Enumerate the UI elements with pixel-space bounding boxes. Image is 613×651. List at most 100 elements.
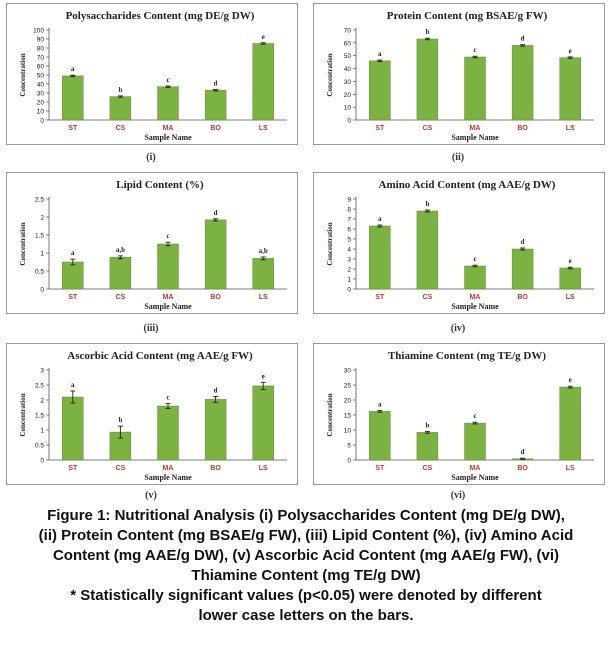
x-tick-label: CS <box>116 125 126 132</box>
caption-line-1: Figure 1: Nutritional Analysis (i) Polys… <box>47 507 565 524</box>
x-tick-label: BO <box>517 294 528 301</box>
chart-title: Ascorbic Acid Content (mg AAE/g FW) <box>67 350 253 362</box>
y-tick-label: 0 <box>40 118 44 125</box>
bar-bo <box>511 45 534 121</box>
bar-ma <box>464 56 486 121</box>
bar-bo <box>204 399 227 461</box>
y-tick-label: 2 <box>40 215 44 222</box>
chart-title: Polysaccharides Content (mg DE/g DW) <box>66 10 255 22</box>
significance-letter: b <box>425 28 429 36</box>
bar-st <box>369 60 391 121</box>
bar-ma <box>464 265 486 290</box>
y-tick-label: 1 <box>40 251 44 258</box>
y-tick-label: 60 <box>344 40 352 47</box>
chart-panel-amino-acid: Amino Acid Content (mg AAE/g DW) 0 1 2 3 4 5 6 7… <box>313 172 605 314</box>
y-tick-label: 30 <box>37 91 45 98</box>
y-tick-label: 10 <box>344 105 352 112</box>
y-tick-label: 40 <box>37 82 45 89</box>
y-tick-label: 20 <box>344 92 352 99</box>
y-tick-label: 0 <box>347 287 351 294</box>
y-axis-label: Concentration <box>326 53 334 96</box>
bar-cs <box>109 257 132 290</box>
significance-letter: a <box>378 215 382 223</box>
bar-cs <box>416 432 439 461</box>
y-tick-label: 0.5 <box>35 269 44 276</box>
bar-st <box>369 411 391 461</box>
y-tick-label: 5 <box>347 237 351 244</box>
chart-title: Lipid Content (%) <box>116 179 204 191</box>
caption-line-4: Thiamine Content (mg TE/g DW) <box>191 567 421 584</box>
x-tick-label: BO <box>210 465 221 472</box>
x-tick-label: ST <box>68 465 78 472</box>
significance-letter: b <box>118 416 122 424</box>
chart-svg: Protein Content (mg BSAE/g FW) 0 10 20 30 40 5… <box>326 10 594 142</box>
y-tick-label: 0.5 <box>35 443 44 450</box>
significance-letter: c <box>473 255 476 263</box>
y-tick-label: 4 <box>347 247 351 254</box>
x-tick-label: ST <box>375 294 385 301</box>
significance-letter: a <box>71 381 75 389</box>
x-tick-label: CS <box>116 294 126 301</box>
bar-bo <box>204 90 227 121</box>
y-tick-label: 5 <box>347 443 351 450</box>
bar-bo <box>511 248 534 290</box>
significance-letter: c <box>166 76 169 84</box>
chart-panel-thiamine: Thiamine Content (mg TE/g DW) 0 5 10 15 20 25 3… <box>313 343 605 485</box>
bar-ls <box>559 267 581 290</box>
significance-letter: d <box>521 35 525 43</box>
significance-letter: b <box>425 200 429 208</box>
y-tick-label: 0 <box>347 118 351 125</box>
y-tick-label: 50 <box>344 53 352 60</box>
caption-line-5: * Statistically significant values (p<0.… <box>70 587 542 604</box>
x-tick-label: LS <box>259 294 268 301</box>
bar-cs <box>416 210 439 290</box>
x-tick-label: MA <box>163 465 174 472</box>
caption-line-6: lower case letters on the bars. <box>198 607 414 624</box>
x-tick-label: MA <box>470 465 481 472</box>
y-tick-label: 60 <box>37 64 45 71</box>
caption-line-2: (ii) Protein Content (mg BSAE/g FW), (ii… <box>38 527 574 544</box>
chart-svg: Ascorbic Acid Content (mg AAE/g FW) 0 0.5 1… <box>19 350 287 482</box>
x-tick-label: ST <box>68 294 78 301</box>
y-tick-label: 2 <box>347 267 351 274</box>
y-tick-label: 1.5 <box>35 413 44 420</box>
y-tick-label: 20 <box>37 100 45 107</box>
y-axis-label: Concentration <box>19 222 27 265</box>
x-tick-label: BO <box>517 465 528 472</box>
significance-letter: c <box>473 412 476 420</box>
bar-cs <box>109 96 132 121</box>
y-tick-label: 70 <box>344 28 352 35</box>
chart-svg: Thiamine Content (mg TE/g DW) 0 5 10 15 20 25 3… <box>326 350 594 482</box>
y-axis-label: Concentration <box>326 222 334 265</box>
y-tick-label: 2 <box>40 398 44 405</box>
y-tick-label: 6 <box>347 227 351 234</box>
x-axis-label: Sample Name <box>144 133 192 142</box>
significance-letter: a <box>71 249 75 257</box>
x-tick-label: CS <box>423 465 433 472</box>
y-tick-label: 3 <box>347 257 351 264</box>
significance-letter: e <box>569 47 572 55</box>
y-tick-label: 2.5 <box>35 383 44 390</box>
y-tick-label: 1 <box>347 277 351 284</box>
y-tick-label: 0 <box>40 287 44 294</box>
x-tick-label: CS <box>423 125 433 132</box>
x-tick-label: BO <box>517 125 528 132</box>
bar-ls <box>252 258 274 290</box>
panel-label-iv: (iv) <box>450 323 466 334</box>
significance-letter: b <box>118 86 122 94</box>
chart-panel-protein: Protein Content (mg BSAE/g FW) 0 10 20 30 40 5… <box>313 3 605 145</box>
figure-caption: Figure 1: Nutritional Analysis (i) Polys… <box>6 506 606 626</box>
chart-title: Thiamine Content (mg TE/g DW) <box>388 350 546 362</box>
bar-ls <box>252 385 274 461</box>
bar-st <box>62 396 84 461</box>
y-tick-label: 70 <box>37 55 45 62</box>
significance-letter: b <box>425 422 429 430</box>
y-tick-label: 9 <box>347 197 351 204</box>
y-tick-label: 15 <box>344 413 352 420</box>
x-tick-label: MA <box>163 125 174 132</box>
y-tick-label: 0 <box>40 458 44 465</box>
y-tick-label: 20 <box>344 398 352 405</box>
x-tick-label: BO <box>210 294 221 301</box>
significance-letter: c <box>473 46 476 54</box>
bar-bo <box>204 219 227 290</box>
